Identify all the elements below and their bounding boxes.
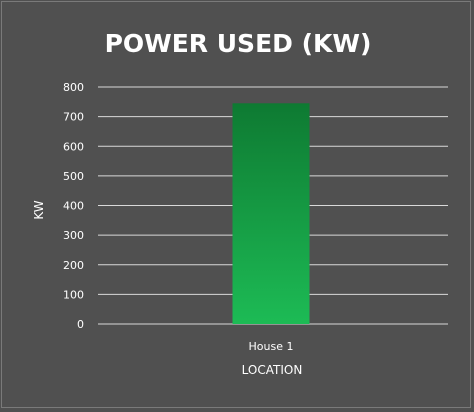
y-tick-label: 800 xyxy=(63,81,84,94)
y-tick-label: 400 xyxy=(63,200,84,213)
y-axis-label: KW xyxy=(32,200,46,219)
y-tick-label: 500 xyxy=(63,170,84,183)
y-tick-label: 600 xyxy=(63,140,84,153)
x-tick-label: House 1 xyxy=(249,340,294,353)
y-tick-label: 200 xyxy=(63,259,84,272)
bars xyxy=(232,103,310,324)
y-tick-label: 100 xyxy=(63,288,84,301)
bar xyxy=(232,103,310,324)
chart-frame: 0 100 200 300 400 500 600 700 800 House 1 POWER … xyxy=(1,1,471,408)
chart-svg: 0 100 200 300 400 500 600 700 800 House 1 POWER … xyxy=(32,29,448,377)
y-tick-label: 700 xyxy=(63,111,84,124)
y-tick-label: 300 xyxy=(63,229,84,242)
x-axis-tick-labels: House 1 xyxy=(249,340,294,353)
y-axis-tick-labels: 0 100 200 300 400 500 600 700 800 xyxy=(63,81,84,331)
chart-title: POWER USED (KW) xyxy=(105,29,372,58)
x-axis-label: LOCATION xyxy=(242,363,303,377)
y-tick-label: 0 xyxy=(77,318,84,331)
